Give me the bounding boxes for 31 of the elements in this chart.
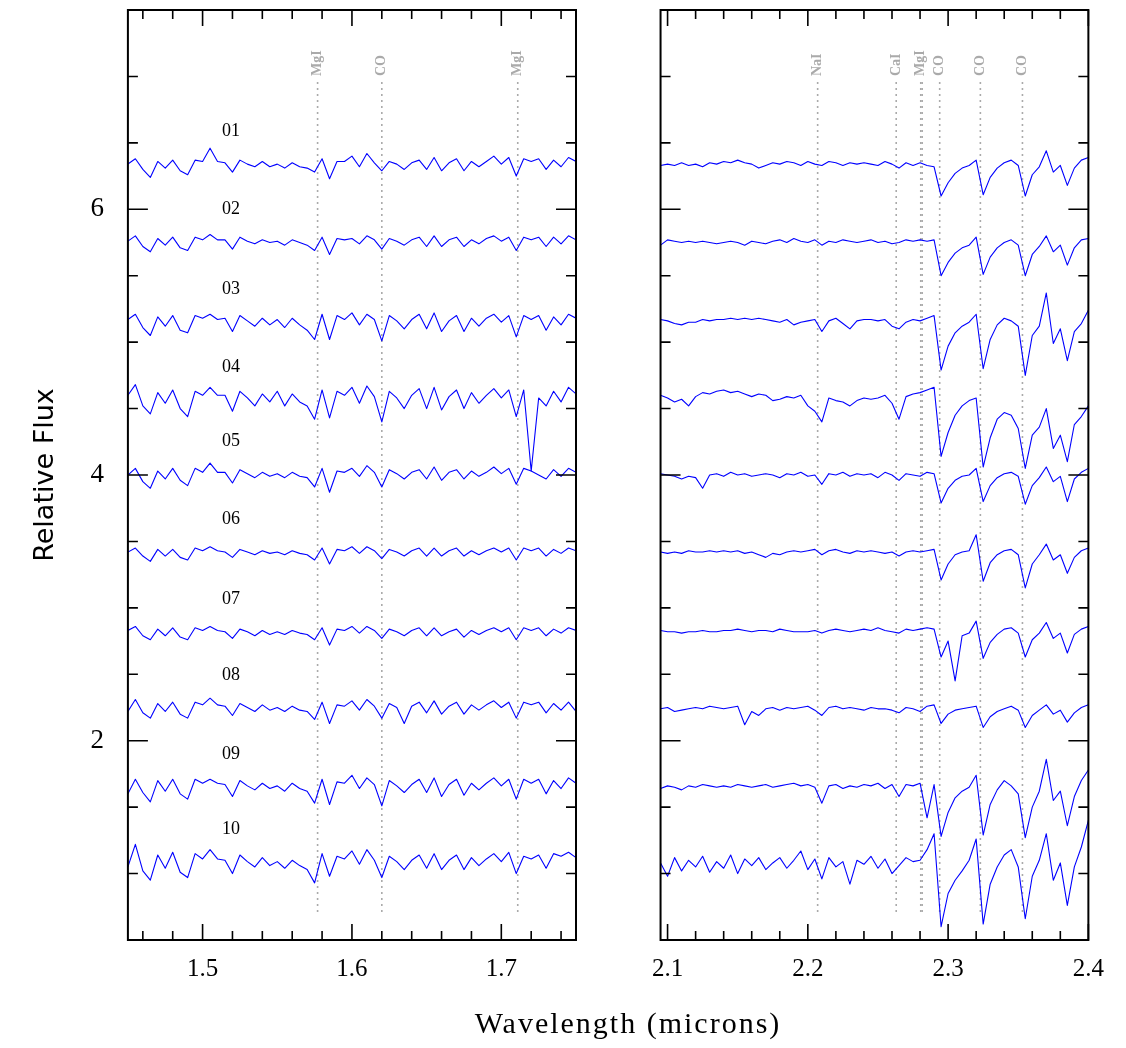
ref-line-label: MgI bbox=[309, 50, 325, 76]
series-label: 02 bbox=[221, 197, 240, 218]
ref-line-label: CO bbox=[971, 54, 987, 76]
y-tick-label: 6 bbox=[90, 192, 104, 223]
series-label: 08 bbox=[221, 664, 240, 685]
y-tick-label: 4 bbox=[90, 458, 105, 489]
series-label: 09 bbox=[221, 742, 240, 763]
x-tick-label: 1.6 bbox=[336, 953, 368, 981]
series-label: 06 bbox=[221, 508, 240, 529]
x-tick-label: 1.5 bbox=[186, 953, 219, 981]
x-tick-label: 2.3 bbox=[932, 953, 964, 981]
ref-line-label: CaI bbox=[887, 53, 903, 76]
y-axis-title: Relative Flux bbox=[28, 388, 60, 562]
ref-line-label: MgI bbox=[912, 50, 928, 76]
ref-line-label: CO bbox=[931, 54, 947, 76]
series-label: 01 bbox=[221, 120, 240, 141]
series-label: 05 bbox=[221, 430, 240, 451]
ref-line-label: NaI bbox=[809, 53, 825, 76]
series-label: 10 bbox=[221, 817, 240, 838]
ref-line-label: CO bbox=[373, 54, 389, 76]
series-label: 04 bbox=[221, 355, 240, 376]
x-tick-label: 2.1 bbox=[651, 953, 684, 981]
series-label: 07 bbox=[221, 588, 240, 609]
ref-line-label: MgI bbox=[509, 50, 525, 76]
x-tick-label: 2.4 bbox=[1072, 953, 1105, 981]
x-tick-label: 2.2 bbox=[792, 953, 824, 981]
x-tick-label: 1.7 bbox=[485, 953, 517, 981]
y-tick-label: 2 bbox=[90, 723, 104, 754]
x-axis-title: Wavelength (microns) bbox=[473, 1006, 783, 1040]
series-label: 03 bbox=[221, 278, 240, 299]
ref-line-label: CO bbox=[1014, 54, 1030, 76]
